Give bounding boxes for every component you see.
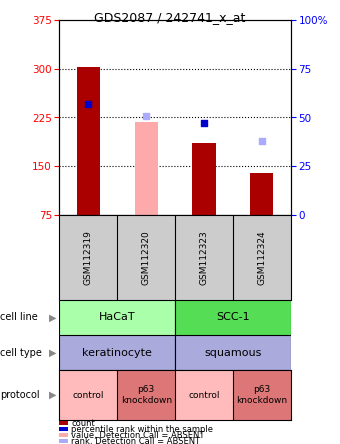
Text: p63
knockdown: p63 knockdown	[121, 385, 172, 404]
Text: HaCaT: HaCaT	[99, 313, 136, 322]
Bar	[59, 335, 175, 370]
Text: rank, Detection Call = ABSENT: rank, Detection Call = ABSENT	[71, 436, 201, 444]
Text: GSM112324: GSM112324	[257, 230, 266, 285]
Bar	[175, 335, 291, 370]
Text: control: control	[188, 391, 220, 400]
Bar	[192, 143, 216, 215]
Text: value, Detection Call = ABSENT: value, Detection Call = ABSENT	[71, 431, 205, 440]
Point	[259, 137, 265, 144]
Point	[86, 100, 91, 107]
Text: ▶: ▶	[49, 313, 56, 322]
Text: percentile rank within the sample: percentile rank within the sample	[71, 424, 214, 433]
Bar	[175, 300, 291, 335]
Text: count: count	[71, 419, 95, 428]
Bar	[175, 370, 233, 420]
Bar	[233, 370, 291, 420]
Text: p63
knockdown: p63 knockdown	[236, 385, 287, 404]
Bar	[135, 122, 158, 215]
Text: keratinocyte: keratinocyte	[82, 348, 152, 357]
Bar	[59, 300, 175, 335]
Bar	[250, 173, 273, 215]
Text: cell line: cell line	[0, 313, 38, 322]
Bar	[59, 370, 117, 420]
Text: ▶: ▶	[49, 348, 56, 357]
Bar	[77, 67, 100, 215]
Text: control: control	[73, 391, 104, 400]
Text: GSM112320: GSM112320	[142, 230, 151, 285]
Text: GDS2087 / 242741_x_at: GDS2087 / 242741_x_at	[94, 11, 246, 24]
Text: squamous: squamous	[204, 348, 261, 357]
Text: ▶: ▶	[49, 390, 56, 400]
Point	[143, 112, 149, 119]
Point	[201, 120, 207, 127]
Text: SCC-1: SCC-1	[216, 313, 250, 322]
Text: GSM112323: GSM112323	[200, 230, 208, 285]
Bar	[117, 370, 175, 420]
Text: protocol: protocol	[0, 390, 40, 400]
Text: GSM112319: GSM112319	[84, 230, 93, 285]
Text: cell type: cell type	[0, 348, 42, 357]
